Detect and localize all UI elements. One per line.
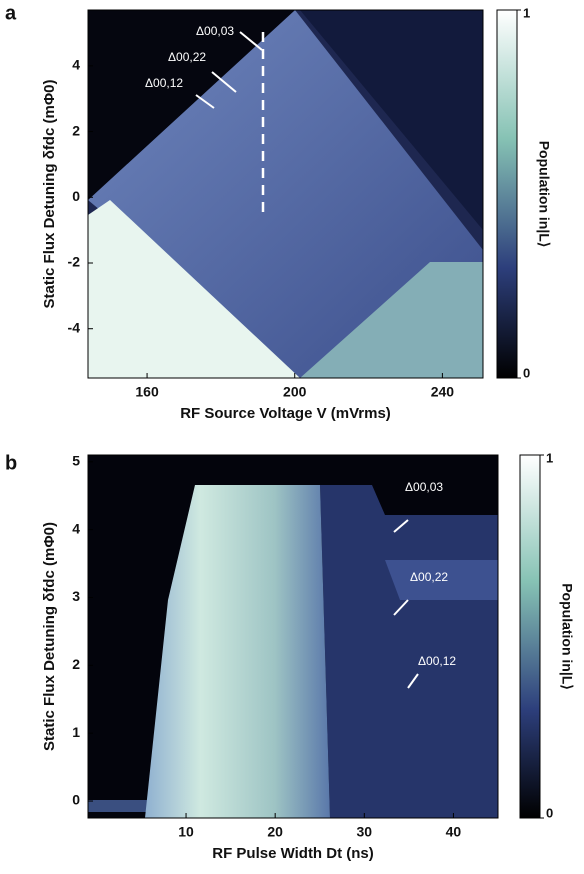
y-axis-label: Static Flux Detuning δfdc (mΦ0) [41, 522, 58, 751]
y-tick-label: -4 [68, 319, 81, 335]
colorbar-label: Population in|L⟩ [536, 141, 552, 248]
y-axis-label: Static Flux Detuning δfdc (mΦ0) [41, 80, 58, 309]
y-tick-label: 0 [72, 188, 80, 204]
annotation: Δ00,22 [410, 570, 448, 584]
colorbar-a [496, 9, 518, 379]
y-tick-label: -2 [68, 254, 81, 270]
x-tick-label: 200 [283, 384, 307, 400]
x-tick-label: 30 [357, 824, 373, 840]
annotation: Δ00,03 [405, 480, 443, 494]
x-axis-label: RF Pulse Width Dt (ns) [212, 845, 374, 862]
x-axis-label: RF Source Voltage V (mVrms) [180, 405, 391, 422]
x-tick-label: 40 [446, 824, 462, 840]
x-tick-label: 20 [267, 824, 283, 840]
annotation: Δ00,12 [145, 76, 183, 90]
colorbar-tick-label: 1 [523, 5, 530, 20]
y-tick-label: 0 [72, 792, 80, 808]
y-tick-label: 3 [72, 588, 80, 604]
annotation: Δ00,12 [418, 654, 456, 668]
y-tick-label: 5 [72, 452, 80, 468]
y-tick-label: 4 [72, 520, 80, 536]
panel-label: b [5, 452, 17, 474]
x-tick-label: 160 [135, 384, 159, 400]
colorbar-tick-label: 0 [546, 805, 553, 820]
x-tick-label: 240 [431, 384, 455, 400]
y-tick-label: 2 [72, 122, 80, 138]
y-tick-label: 1 [72, 724, 80, 740]
plot-frame [87, 9, 484, 379]
x-tick-label: 10 [178, 824, 194, 840]
annotation: Δ00,03 [196, 24, 234, 38]
plot-frame [87, 454, 499, 819]
colorbar-label: Population in|L⟩ [559, 583, 575, 690]
heatmap-b [88, 455, 498, 818]
annotation: Δ00,22 [168, 50, 206, 64]
colorbar-b [519, 454, 541, 819]
y-tick-label: 4 [72, 57, 80, 73]
panel-label: a [5, 2, 17, 24]
y-tick-label: 2 [72, 656, 80, 672]
heatmap-a [88, 10, 483, 378]
colorbar-tick-label: 0 [523, 365, 530, 380]
colorbar-tick-label: 1 [546, 450, 553, 465]
